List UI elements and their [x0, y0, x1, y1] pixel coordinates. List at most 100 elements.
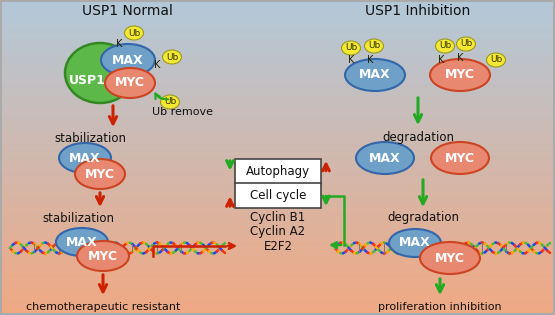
- Bar: [0, 160, 555, 163]
- Text: degradation: degradation: [387, 211, 459, 225]
- Text: MYC: MYC: [435, 251, 465, 265]
- Bar: [0, 113, 555, 116]
- Bar: [0, 249, 555, 253]
- Bar: [0, 226, 555, 229]
- Ellipse shape: [75, 159, 125, 189]
- Ellipse shape: [56, 228, 108, 256]
- Bar: [0, 81, 555, 84]
- Text: MAX: MAX: [359, 68, 391, 82]
- Bar: [0, 194, 555, 198]
- Ellipse shape: [487, 53, 506, 67]
- Text: USP1: USP1: [69, 73, 105, 87]
- Bar: [0, 284, 555, 287]
- Text: Ub: Ub: [128, 28, 140, 37]
- Text: chemotherapeutic resistant: chemotherapeutic resistant: [26, 302, 180, 312]
- Bar: [0, 291, 555, 295]
- Bar: [0, 142, 555, 145]
- Bar: [0, 89, 555, 92]
- Bar: [0, 189, 555, 192]
- Bar: [0, 260, 555, 263]
- Text: proliferation inhibition: proliferation inhibition: [378, 302, 502, 312]
- Bar: [0, 37, 555, 40]
- Bar: [0, 265, 555, 268]
- Bar: [0, 71, 555, 74]
- Bar: [0, 116, 555, 119]
- Ellipse shape: [124, 26, 144, 40]
- Bar: [0, 76, 555, 79]
- Ellipse shape: [77, 241, 129, 271]
- Bar: [0, 73, 555, 77]
- Bar: [0, 42, 555, 45]
- Ellipse shape: [365, 39, 384, 53]
- Bar: [0, 286, 555, 289]
- Bar: [0, 181, 555, 184]
- Ellipse shape: [160, 95, 179, 109]
- Bar: [0, 21, 555, 24]
- Text: MAX: MAX: [399, 237, 431, 249]
- Bar: [0, 231, 555, 234]
- Ellipse shape: [457, 37, 476, 51]
- Text: K: K: [154, 60, 160, 70]
- Bar: [0, 32, 555, 35]
- Bar: [0, 16, 555, 19]
- Bar: [0, 205, 555, 208]
- Text: stabilization: stabilization: [54, 133, 126, 146]
- Bar: [0, 92, 555, 95]
- Bar: [0, 24, 555, 27]
- Text: USP1 Normal: USP1 Normal: [82, 4, 173, 18]
- Bar: [0, 281, 555, 284]
- Bar: [0, 197, 555, 200]
- Bar: [0, 126, 555, 129]
- Bar: [0, 66, 555, 69]
- Bar: [0, 134, 555, 137]
- Bar: [0, 236, 555, 239]
- Text: Ub: Ub: [345, 43, 357, 53]
- Bar: [0, 294, 555, 297]
- Bar: [0, 45, 555, 48]
- Bar: [0, 158, 555, 161]
- Ellipse shape: [436, 39, 455, 53]
- Ellipse shape: [65, 43, 135, 103]
- Bar: [0, 102, 555, 106]
- Bar: [0, 94, 555, 98]
- Bar: [0, 202, 555, 205]
- Bar: [0, 220, 555, 224]
- Text: K: K: [457, 53, 463, 63]
- Bar: [0, 207, 555, 210]
- Bar: [0, 58, 555, 61]
- Bar: [0, 53, 555, 56]
- Bar: [0, 3, 555, 6]
- Text: MAX: MAX: [66, 236, 98, 249]
- Bar: [0, 26, 555, 29]
- Text: K: K: [116, 39, 122, 49]
- Ellipse shape: [101, 44, 155, 76]
- Bar: [0, 13, 555, 16]
- Bar: [0, 192, 555, 195]
- Bar: [0, 50, 555, 53]
- Bar: [0, 39, 555, 43]
- Bar: [0, 305, 555, 308]
- Bar: [0, 110, 555, 113]
- Bar: [0, 68, 555, 72]
- Bar: [0, 173, 555, 176]
- Bar: [0, 152, 555, 155]
- Bar: [0, 121, 555, 124]
- Bar: [0, 176, 555, 179]
- Ellipse shape: [59, 143, 111, 173]
- Text: K: K: [438, 55, 444, 65]
- Text: Ub: Ub: [439, 42, 451, 50]
- Bar: [0, 79, 555, 82]
- Bar: [0, 63, 555, 66]
- Text: USP1 Inhibition: USP1 Inhibition: [365, 4, 471, 18]
- Bar: [0, 228, 555, 232]
- FancyBboxPatch shape: [235, 183, 321, 208]
- Bar: [0, 199, 555, 203]
- Bar: [0, 310, 555, 313]
- Bar: [0, 257, 555, 261]
- Text: Ub remove: Ub remove: [153, 107, 214, 117]
- Bar: [0, 0, 555, 3]
- Bar: [0, 218, 555, 221]
- Text: Cyclin B1
Cyclin A2
E2F2: Cyclin B1 Cyclin A2 E2F2: [250, 210, 306, 254]
- Text: K: K: [367, 55, 373, 65]
- Bar: [0, 87, 555, 90]
